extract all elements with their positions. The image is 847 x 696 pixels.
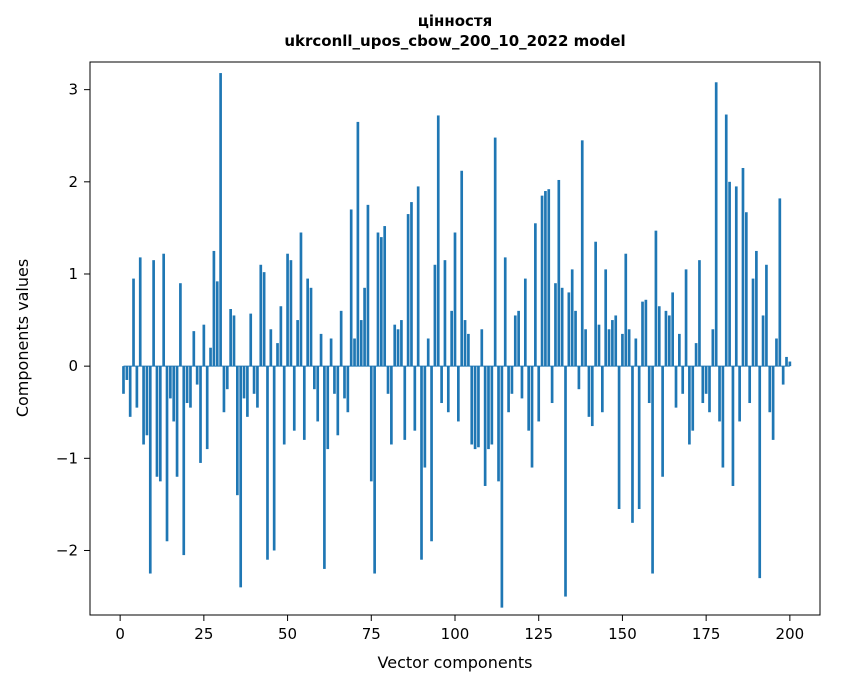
x-tick-label: 50 [278,625,297,643]
chart-subtitle: ukrconll_upos_cbow_200_10_2022 model [284,32,625,50]
y-tick-label: 0 [68,357,78,375]
y-tick-label: 2 [68,173,78,191]
x-tick-label: 25 [194,625,213,643]
chart-title: цінностя [418,12,493,30]
axes-group: 0 25 50 75 100 125 150 175 200 −2 −1 0 1 2 3 [56,61,821,643]
x-tick-label: 200 [776,625,805,643]
x-tick-label: 150 [608,625,637,643]
x-tick-label: 175 [692,625,721,643]
y-tick-label: −1 [56,449,78,467]
y-axis-label: Components values [13,259,32,417]
x-tick-label: 100 [441,625,470,643]
x-tick-label: 125 [524,625,553,643]
x-axis-label: Vector components [378,653,533,672]
y-tick-label: 1 [68,265,78,283]
y-tick-label: −2 [56,541,78,559]
bars-group [122,73,792,608]
x-tick-label: 0 [115,625,125,643]
y-tick-label: 3 [68,81,78,99]
x-tick-label: 75 [362,625,381,643]
